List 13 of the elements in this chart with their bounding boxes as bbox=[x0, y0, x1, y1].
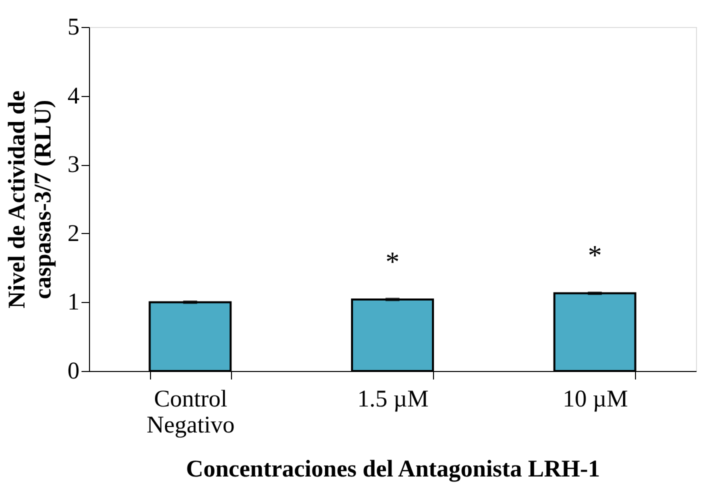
x-tick-label: Control Negativo bbox=[146, 386, 235, 438]
data-label: * bbox=[386, 246, 400, 278]
y-tick-label: 4 bbox=[68, 83, 80, 110]
y-tick-label: 1 bbox=[68, 290, 80, 316]
y-tick-label: 3 bbox=[68, 152, 80, 178]
y-axis-title: Nivel de Actividad de caspasas-3/7 (RLU) bbox=[4, 90, 56, 309]
y-tick-label: 0 bbox=[68, 358, 80, 384]
x-axis-title: Concentraciones del Antagonista LRH-1 bbox=[186, 456, 600, 482]
x-tick-label: 1.5 µM bbox=[357, 386, 429, 412]
data-label: * bbox=[588, 240, 602, 272]
y-tick-label: 2 bbox=[68, 220, 80, 247]
x-tick-label: 10 µM bbox=[562, 386, 628, 412]
y-tick-label: 5 bbox=[68, 14, 80, 40]
